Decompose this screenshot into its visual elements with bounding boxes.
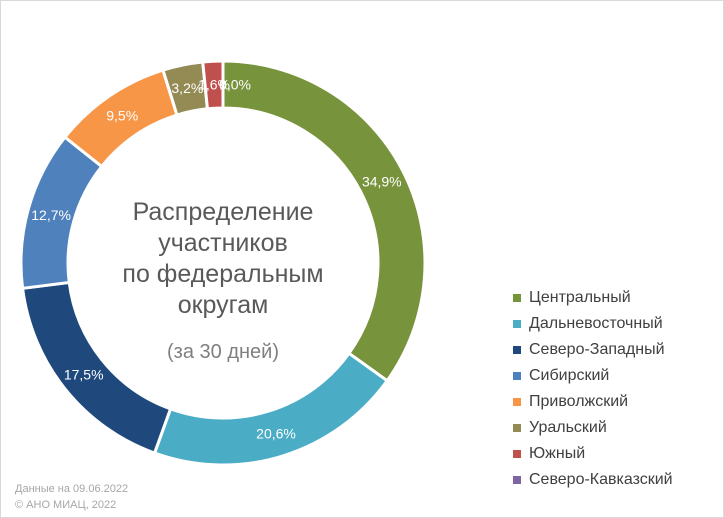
slice-data-label: 1,6% [198,77,230,93]
legend-item: Дальневосточный [513,311,673,337]
legend-item: Северо-Кавказский [513,467,673,493]
chart-subtitle: (за 30 дней) [167,341,279,363]
legend-label: Южный [529,445,586,462]
slice-data-label: 34,9% [362,173,402,189]
copyright-note: © АНО МИАЦ, 2022 [15,499,117,511]
legend-swatch [513,372,521,380]
chart-title-line: округам [177,291,269,319]
legend-swatch [513,320,521,328]
donut-slice [201,59,225,111]
chart-title-line: участников [158,229,288,257]
legend-swatch [513,398,521,406]
footer: Данные на 09.06.2022 © АНО МИАЦ, 2022 [15,481,128,513]
legend-swatch [513,294,521,302]
slice-data-label: 0,0% [219,77,251,93]
legend-label: Сибирский [529,367,610,384]
data-date-note: Данные на 09.06.2022 [15,483,129,495]
donut-slice [221,59,427,383]
legend-label: Северо-Западный [529,341,665,358]
slice-data-label: 9,5% [106,108,138,124]
chart-legend: Центральный Дальневосточный Северо-Западны… [513,285,673,493]
legend-item: Центральный [513,285,673,311]
legend-item: Южный [513,441,673,467]
chart-title-line: Распределение [132,198,314,226]
slice-data-label: 12,7% [31,207,71,223]
donut-slice [152,351,390,467]
chart-title-line: по федеральным [122,260,324,288]
legend-swatch [513,450,521,458]
legend-item: Северо-Западный [513,337,673,363]
legend-label: Дальневосточный [529,315,663,332]
chart-title: Распределение участников по федеральным … [93,197,353,321]
legend-swatch [513,424,521,432]
legend-item: Сибирский [513,363,673,389]
slice-data-label: 20,6% [256,425,296,441]
legend-swatch [513,346,521,354]
legend-label: Уральский [529,419,607,436]
legend-swatch [513,476,521,484]
slice-data-label: 17,5% [64,367,104,383]
legend-label: Северо-Кавказский [529,471,673,488]
slice-data-label: 3,2% [171,80,203,96]
legend-item: Уральский [513,415,673,441]
legend-label: Приволжский [529,393,629,410]
legend-label: Центральный [529,289,631,306]
legend-item: Приволжский [513,389,673,415]
